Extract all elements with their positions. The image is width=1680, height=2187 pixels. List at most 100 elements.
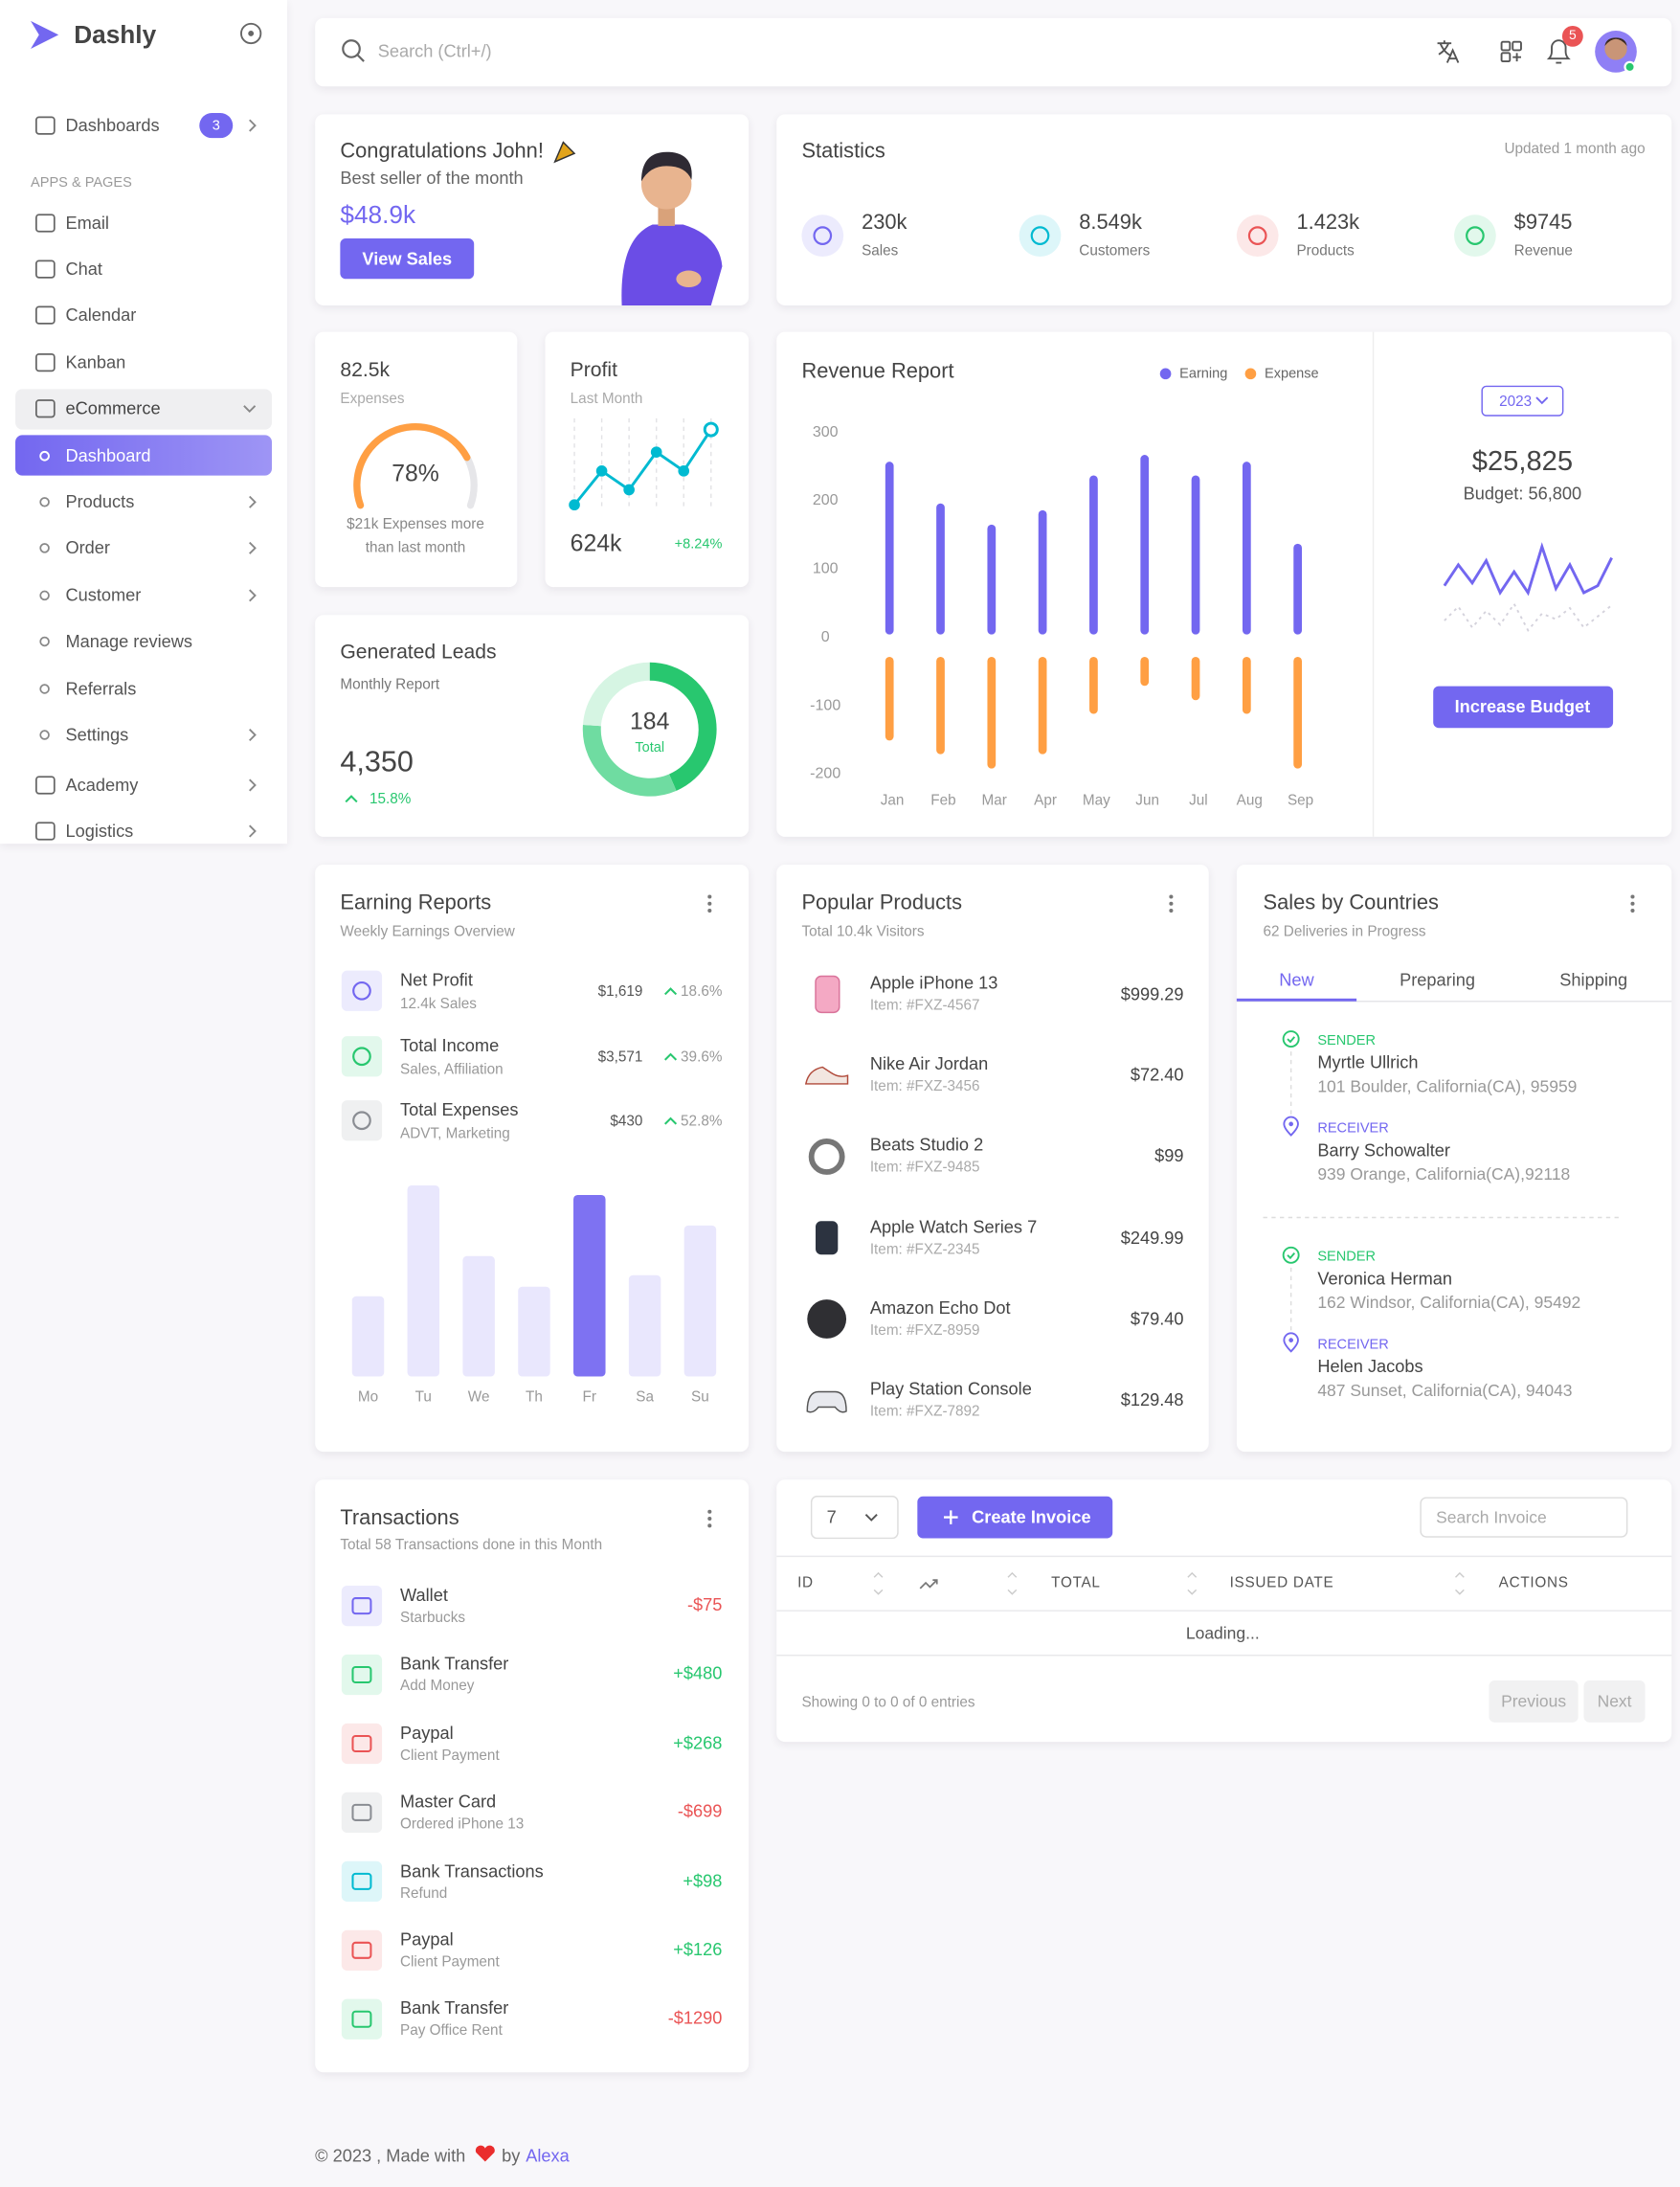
footer-link[interactable]: Alexa [526,2146,570,2166]
transaction-sub: Add Money [399,1678,475,1696]
product-price: $129.48 [1120,1390,1184,1410]
heart-icon [475,2145,495,2162]
sort-icon [1455,1571,1465,1595]
address: 162 Windsor, California(CA), 95492 [1317,1293,1581,1313]
point [623,484,635,496]
search-placeholder[interactable]: Search Invoice [1436,1507,1547,1527]
menu-icon [34,776,56,795]
product-code: Item: #FXZ-9485 [869,1159,980,1177]
submenu-item[interactable]: Products [65,492,135,512]
pager-label[interactable]: Next [1597,1691,1632,1712]
column-header[interactable]: ID [797,1574,814,1591]
more-dot [707,1523,712,1528]
button [917,1496,1113,1539]
transaction-sub: Client Payment [399,1953,500,1971]
address: 487 Sunset, California(CA), 94043 [1317,1380,1573,1401]
bullet [39,497,50,507]
item-amount: $3,571 [597,1048,643,1066]
bar [885,462,894,635]
more-dot [707,1517,712,1522]
y-tick-label: 200 [812,492,839,509]
stat-icon [1247,226,1267,245]
table-info: Showing 0 to 0 of 0 entries [801,1694,975,1712]
apps-icon [1512,53,1521,62]
menu-icon [34,305,56,325]
menu-item[interactable]: Kanban [65,352,126,372]
search-input[interactable]: Search (Ctrl+/) [377,41,492,62]
menu-item[interactable]: Academy [65,775,139,796]
point [595,465,608,477]
tab[interactable]: New [1279,970,1314,991]
item-sub: ADVT, Marketing [399,1125,510,1142]
x-tick-label: Th [526,1388,543,1407]
logo [31,20,59,49]
submenu-item[interactable]: Customer [65,585,142,606]
product-image [816,1221,839,1255]
product-name: Apple iPhone 13 [869,973,998,993]
table-status: Loading... [1185,1623,1260,1643]
stat-value: 230k [862,210,907,235]
tab[interactable]: Preparing [1400,970,1476,991]
item-icon-bg [341,1792,383,1834]
chevron [249,541,257,554]
product-price: $999.29 [1120,984,1184,1004]
tab[interactable]: Shipping [1559,970,1628,991]
pager-label[interactable]: Previous [1501,1691,1567,1712]
submenu-item[interactable]: Order [65,538,110,558]
button-label[interactable]: Create Invoice [972,1506,1091,1527]
menu-item[interactable]: Email [65,213,109,234]
item-icon [351,1734,372,1753]
bar [885,656,894,741]
bar [1038,509,1047,635]
x-tick-label: Mar [981,792,1007,809]
card-title: Profit [570,359,617,382]
chevron [249,119,257,132]
stat-label: Sales [862,242,899,259]
menu-item[interactable]: eCommerce [65,398,161,418]
product-price: $72.40 [1130,1065,1184,1086]
menu-item[interactable]: Chat [65,259,102,280]
menu-item[interactable]: Calendar [65,304,137,326]
transaction-name: Bank Transfer [399,1654,509,1675]
submenu-item[interactable]: Settings [65,725,129,745]
countries-card [1236,864,1672,1453]
menu-item[interactable]: Logistics [65,821,134,842]
budget-amount: $25,825 [1471,446,1574,478]
stat-value: 8.549k [1079,210,1142,235]
transaction-sub: Starbucks [399,1609,465,1627]
menu-icon [34,214,56,233]
x-tick-label: Tu [414,1388,432,1407]
card-title: Popular Products [801,891,963,915]
item-sub: Sales, Affiliation [399,1061,504,1078]
button-label[interactable]: View Sales [362,248,453,269]
more-dot [1169,909,1174,913]
subtitle: Best seller of the month [340,169,524,189]
column-header[interactable]: TOTAL [1051,1574,1101,1591]
card-title: Revenue Report [801,359,954,384]
menu-item-active[interactable]: Dashboard [65,446,151,466]
year-label[interactable]: 2023 [1499,392,1533,410]
products-card [776,864,1209,1453]
column-header[interactable]: ACTIONS [1498,1574,1569,1591]
year-select [1481,385,1564,417]
footer: © 2023 , Made with by Alexa [315,2145,570,2167]
submenu-item[interactable]: Manage reviews [65,631,193,652]
menu-item[interactable]: Dashboards [65,115,160,136]
product-image [815,975,840,1014]
chevron [243,405,257,413]
item-icon [351,1941,372,1959]
transaction-amount: -$1290 [667,2008,723,2029]
more-dot [707,894,712,899]
item-name: Total Expenses [399,1100,519,1120]
kpi-value: 4,350 [340,745,414,778]
menu-open-bg [15,389,273,430]
select-value[interactable]: 7 [826,1507,837,1527]
submenu-item[interactable]: Referrals [65,679,137,699]
item-icon [352,1047,371,1067]
role-label: RECEIVER [1317,1336,1389,1353]
button-label[interactable]: Increase Budget [1454,697,1591,717]
x-tick-label: Feb [930,792,956,809]
donut-segment [649,662,717,791]
column-header[interactable]: ISSUED DATE [1229,1574,1334,1591]
change: 15.8% [369,790,412,808]
